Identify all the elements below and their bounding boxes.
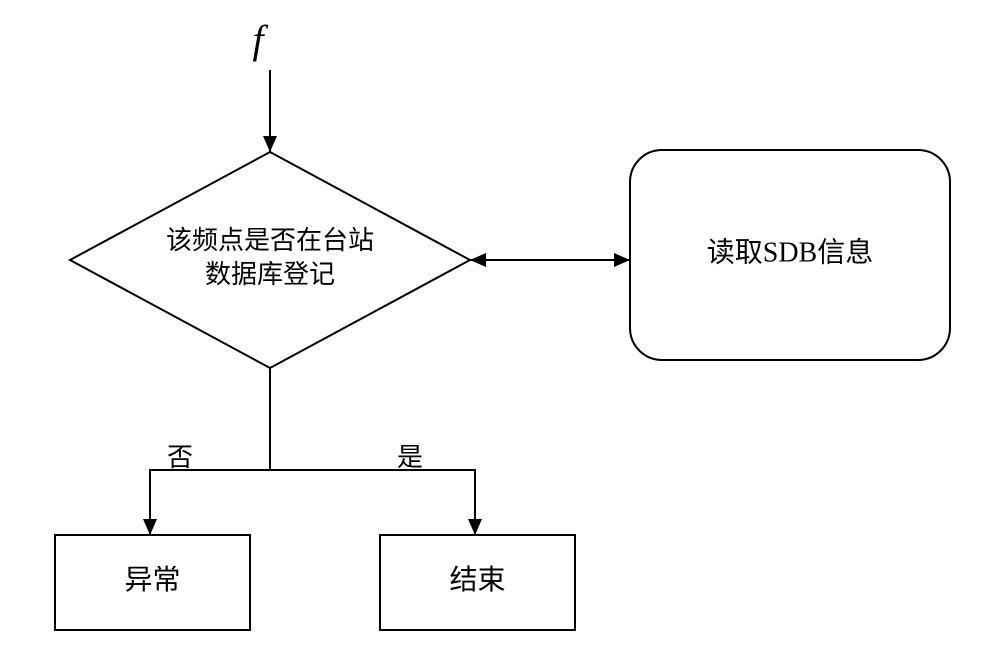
- edge-label-yes: 是: [397, 443, 423, 472]
- abnormal-label: 异常: [124, 564, 180, 596]
- end-label: 结束: [449, 564, 505, 596]
- decision-text-line: 该频点是否在台站: [166, 226, 374, 255]
- decision-text-line: 数据库登记: [205, 260, 335, 289]
- input-symbol: f: [252, 17, 268, 62]
- sdb-label: 读取SDB信息: [707, 236, 873, 268]
- edge-label-no: 否: [167, 443, 193, 472]
